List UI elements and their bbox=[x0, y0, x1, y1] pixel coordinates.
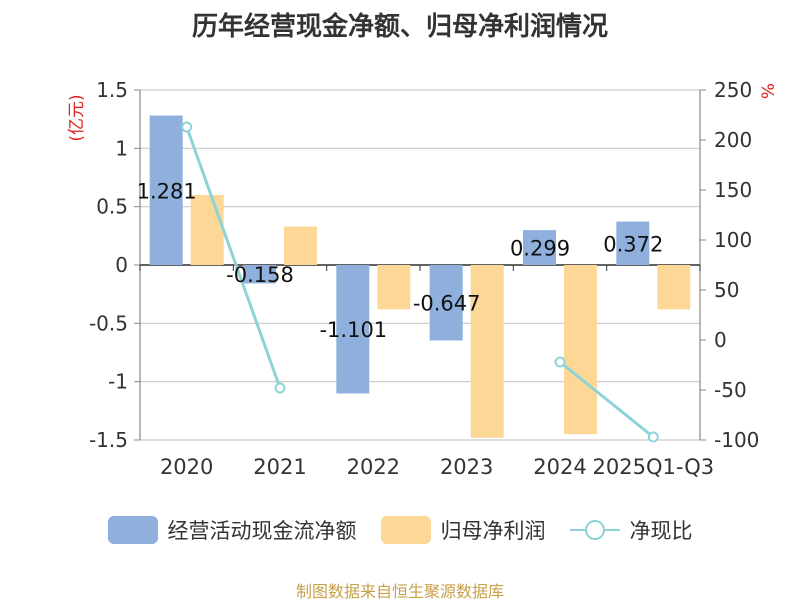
source-note: 制图数据来自恒生聚源数据库 bbox=[295, 582, 504, 601]
data-label-cash: -1.101 bbox=[319, 318, 387, 342]
bar-cash bbox=[336, 265, 370, 394]
bar-cash bbox=[523, 230, 556, 265]
bars bbox=[149, 115, 691, 438]
y-left-tick-label: 0 bbox=[115, 253, 128, 277]
bar-profit bbox=[190, 195, 224, 265]
y-right-tick-label: -100 bbox=[714, 428, 759, 452]
x-tick-label: 2024 bbox=[533, 455, 586, 479]
ratio-point bbox=[647, 431, 659, 443]
data-label-cash: 0.372 bbox=[603, 232, 663, 256]
ratio-line-segment bbox=[559, 360, 655, 439]
legend-swatch-ratio bbox=[569, 516, 620, 544]
bar-cash bbox=[429, 265, 463, 341]
bar-profit bbox=[657, 265, 691, 310]
y-left-tick-label: 0.5 bbox=[96, 195, 128, 219]
bar-profit bbox=[564, 265, 597, 435]
bar-profit bbox=[284, 226, 317, 265]
x-tick-label: 2020 bbox=[160, 455, 213, 479]
labels: 1.281 -0.158 -1.101 -0.647 0.299 0.372 bbox=[137, 179, 664, 342]
y-right-tick-label: 0 bbox=[714, 328, 727, 352]
x-tick-label: 2021 bbox=[253, 455, 306, 479]
y-left-tick-label: -1 bbox=[108, 370, 128, 394]
y-right-tick-label: 150 bbox=[714, 178, 752, 202]
legend-item-profit[interactable]: 归母净利润 bbox=[380, 515, 546, 545]
y-right-tick-label: 50 bbox=[714, 278, 739, 302]
ratio-point bbox=[181, 121, 193, 133]
bar-cash bbox=[149, 115, 183, 265]
data-label-cash: 1.281 bbox=[137, 179, 197, 203]
x-tick-label: 2022 bbox=[347, 455, 400, 479]
x-tick-label: 2025Q1-Q3 bbox=[593, 455, 715, 479]
y-right-tick-label: 250 bbox=[714, 78, 752, 102]
legend-label-ratio: 净现比 bbox=[629, 519, 693, 543]
data-label-cash: 0.299 bbox=[510, 237, 570, 261]
bar-cash bbox=[243, 265, 276, 284]
legend-swatch-profit bbox=[380, 516, 431, 544]
y-left-tick-label: -1.5 bbox=[89, 428, 128, 452]
y-right-tick-label: 200 bbox=[714, 128, 752, 152]
legend-item-cash[interactable]: 经营活动现金流净额 bbox=[107, 515, 357, 545]
data-label-cash: -0.647 bbox=[413, 292, 481, 316]
legend-item-ratio[interactable]: 净现比 bbox=[569, 515, 693, 545]
legend-swatch-cash bbox=[107, 516, 158, 544]
y-right-unit: % bbox=[759, 83, 779, 99]
axes: 1.5 1 0.5 0 -0.5 -1 -1.5 250 200 150 100 50 0 -50 -100… bbox=[67, 78, 779, 479]
ratio-line bbox=[181, 121, 659, 443]
ratio-point bbox=[554, 356, 566, 368]
ratio-point bbox=[274, 382, 286, 394]
bar-cash bbox=[616, 221, 650, 265]
y-right-tick-label: 100 bbox=[714, 228, 752, 252]
y-left-tick-label: 1.5 bbox=[96, 78, 128, 102]
bar-profit bbox=[377, 265, 411, 310]
legend: 经营活动现金流净额 归母净利润 净现比 bbox=[0, 515, 800, 545]
data-label-cash: -0.158 bbox=[226, 263, 294, 287]
bar-profit bbox=[470, 265, 504, 438]
legend-label-cash: 经营活动现金流净额 bbox=[167, 519, 357, 543]
y-left-tick-label: 1 bbox=[115, 136, 128, 160]
x-tick-label: 2023 bbox=[440, 455, 493, 479]
y-right-tick-label: -50 bbox=[714, 378, 747, 402]
y-left-unit: (亿元) bbox=[67, 94, 87, 141]
y-left-tick-label: -0.5 bbox=[89, 311, 128, 335]
legend-label-profit: 归母净利润 bbox=[440, 519, 546, 543]
chart-title: 历年经营现金净额、归母净利润情况 bbox=[191, 12, 608, 42]
ratio-line-segment bbox=[185, 126, 282, 389]
